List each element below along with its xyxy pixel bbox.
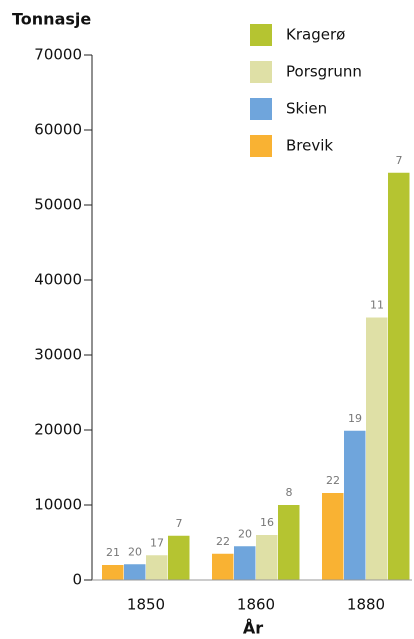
- y-tick-label: 70000: [34, 46, 82, 64]
- bar: [344, 430, 366, 580]
- bar-label: 22: [216, 535, 230, 548]
- y-tick-label: 30000: [34, 346, 82, 364]
- bar: [388, 172, 410, 580]
- y-tick-label: 40000: [34, 271, 82, 289]
- bar-label: 20: [238, 527, 252, 540]
- bar: [168, 535, 190, 580]
- bar-label: 22: [326, 474, 340, 487]
- bar: [146, 555, 168, 580]
- bar-label: 11: [370, 299, 384, 312]
- legend-swatch: [250, 98, 272, 120]
- bar-label: 7: [176, 517, 183, 530]
- bar-label: 21: [106, 546, 120, 559]
- bar-label: 16: [260, 516, 274, 529]
- legend-swatch: [250, 61, 272, 83]
- bar-label: 20: [128, 545, 142, 558]
- y-tick-label: 60000: [34, 121, 82, 139]
- bar-label: 7: [396, 154, 403, 167]
- bar: [322, 493, 344, 580]
- x-tick-label: 1880: [347, 596, 385, 614]
- bar-label: 19: [348, 412, 362, 425]
- bar: [124, 564, 146, 580]
- x-tick-label: 1850: [127, 596, 165, 614]
- legend-label: Kragerø: [286, 26, 345, 44]
- bar: [212, 553, 234, 580]
- y-tick-label: 10000: [34, 496, 82, 514]
- bar-label: 8: [286, 486, 293, 499]
- bar: [278, 505, 300, 580]
- legend-label: Skien: [286, 100, 327, 118]
- bar: [234, 546, 256, 580]
- bar: [102, 565, 124, 580]
- bar: [256, 535, 278, 580]
- chart-title: Tonnasje: [12, 10, 91, 29]
- bar-label: 17: [150, 536, 164, 549]
- legend-label: Brevik: [286, 137, 333, 155]
- legend-swatch: [250, 135, 272, 157]
- legend-swatch: [250, 24, 272, 46]
- y-tick-label: 0: [72, 571, 82, 589]
- x-tick-label: 1860: [237, 596, 275, 614]
- bar: [366, 317, 388, 580]
- x-axis-label: År: [243, 619, 263, 638]
- legend-label: Porsgrunn: [286, 63, 362, 81]
- y-tick-label: 20000: [34, 421, 82, 439]
- y-tick-label: 50000: [34, 196, 82, 214]
